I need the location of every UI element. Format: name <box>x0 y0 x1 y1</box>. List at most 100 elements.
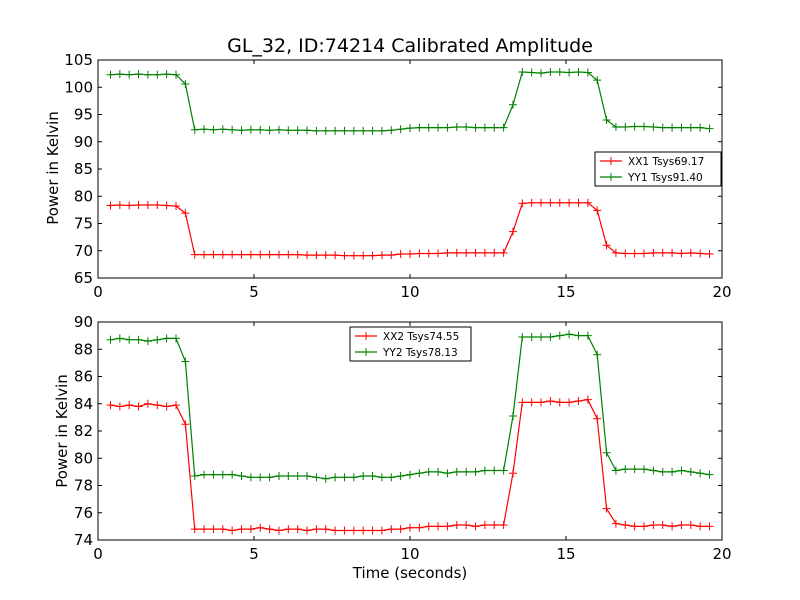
data-point <box>611 248 620 257</box>
data-point <box>677 249 686 258</box>
data-point <box>153 200 162 209</box>
data-point <box>293 471 302 480</box>
data-point <box>237 250 246 259</box>
data-point <box>574 331 583 340</box>
data-point <box>480 521 489 530</box>
data-point <box>527 68 536 77</box>
data-point <box>499 466 508 475</box>
data-point <box>415 249 424 258</box>
data-point <box>321 525 330 534</box>
data-point <box>518 398 527 407</box>
data-point <box>696 522 705 531</box>
data-point <box>200 525 209 534</box>
data-point <box>143 200 152 209</box>
data-point <box>462 467 471 476</box>
data-point <box>527 398 536 407</box>
legend-label: XX1 Tsys69.17 <box>628 156 704 168</box>
data-point <box>246 525 255 534</box>
data-point <box>106 70 115 79</box>
data-point <box>359 471 368 480</box>
data-point <box>115 200 124 209</box>
data-point <box>115 70 124 79</box>
y-tick-label: 80 <box>74 187 93 205</box>
data-point <box>387 525 396 534</box>
data-point <box>256 523 265 532</box>
data-point <box>377 473 386 482</box>
data-point <box>359 126 368 135</box>
data-point <box>368 471 377 480</box>
data-point <box>649 466 658 475</box>
data-point <box>537 69 546 78</box>
data-point <box>434 123 443 132</box>
data-point <box>490 521 499 530</box>
data-point <box>349 473 358 482</box>
data-point <box>434 467 443 476</box>
legend: XX2 Tsys74.55 YY2 Tsys78.13 <box>349 326 472 362</box>
data-point <box>134 402 143 411</box>
data-point <box>415 123 424 132</box>
data-point <box>499 521 508 530</box>
data-point <box>630 522 639 531</box>
data-point <box>106 335 115 344</box>
data-point <box>480 123 489 132</box>
data-point <box>668 123 677 132</box>
y-tick-label: 78 <box>74 477 93 495</box>
data-point <box>686 248 695 257</box>
y-tick-label: 95 <box>74 106 93 124</box>
top-plot: 0 5 10 15 20 65 70 75 80 85 90 95 100 105 XX1 Tsys69.1… <box>64 51 731 301</box>
data-point <box>237 471 246 480</box>
data-point <box>368 526 377 535</box>
data-point <box>696 123 705 132</box>
data-point <box>443 248 452 257</box>
data-point <box>396 125 405 134</box>
data-point <box>200 250 209 259</box>
y-tick-label: 86 <box>74 368 93 386</box>
data-point <box>462 123 471 132</box>
data-point <box>546 397 555 406</box>
data-point <box>452 467 461 476</box>
data-point <box>218 250 227 259</box>
data-point <box>415 523 424 532</box>
data-point <box>190 250 199 259</box>
data-point <box>518 67 527 76</box>
data-point <box>153 401 162 410</box>
data-point <box>677 521 686 530</box>
y-tick-label: 76 <box>74 504 93 522</box>
data-point <box>490 248 499 257</box>
data-point <box>396 471 405 480</box>
data-point <box>377 251 386 260</box>
data-point <box>172 70 180 79</box>
data-point <box>574 198 583 207</box>
data-point <box>274 250 283 259</box>
data-point <box>686 123 695 132</box>
data-point <box>640 249 648 258</box>
data-point <box>349 526 358 535</box>
data-point <box>200 125 209 134</box>
data-point <box>565 330 574 339</box>
data-point <box>574 397 583 406</box>
data-point <box>209 125 218 134</box>
data-point <box>340 126 349 135</box>
legend: XX1 Tsys69.17 YY1 Tsys91.40 <box>594 151 722 187</box>
data-point <box>565 68 574 77</box>
data-point <box>209 470 218 479</box>
data-point <box>415 469 424 478</box>
data-point <box>668 248 677 257</box>
data-point <box>640 122 648 131</box>
data-point <box>424 123 433 132</box>
data-point <box>218 125 227 134</box>
data-point <box>462 521 471 530</box>
data-point <box>593 76 602 85</box>
data-point <box>537 332 546 341</box>
x-tick-label: 15 <box>556 545 575 563</box>
data-point <box>677 466 686 475</box>
y-tick-label: 84 <box>74 395 93 413</box>
data-point <box>499 248 508 257</box>
data-point <box>471 467 480 476</box>
data-point <box>686 467 695 476</box>
data-point <box>377 526 386 535</box>
x-axis-label: Time (seconds) <box>352 564 468 582</box>
data-point <box>312 251 321 260</box>
data-point <box>640 465 648 474</box>
data-point <box>555 398 564 407</box>
